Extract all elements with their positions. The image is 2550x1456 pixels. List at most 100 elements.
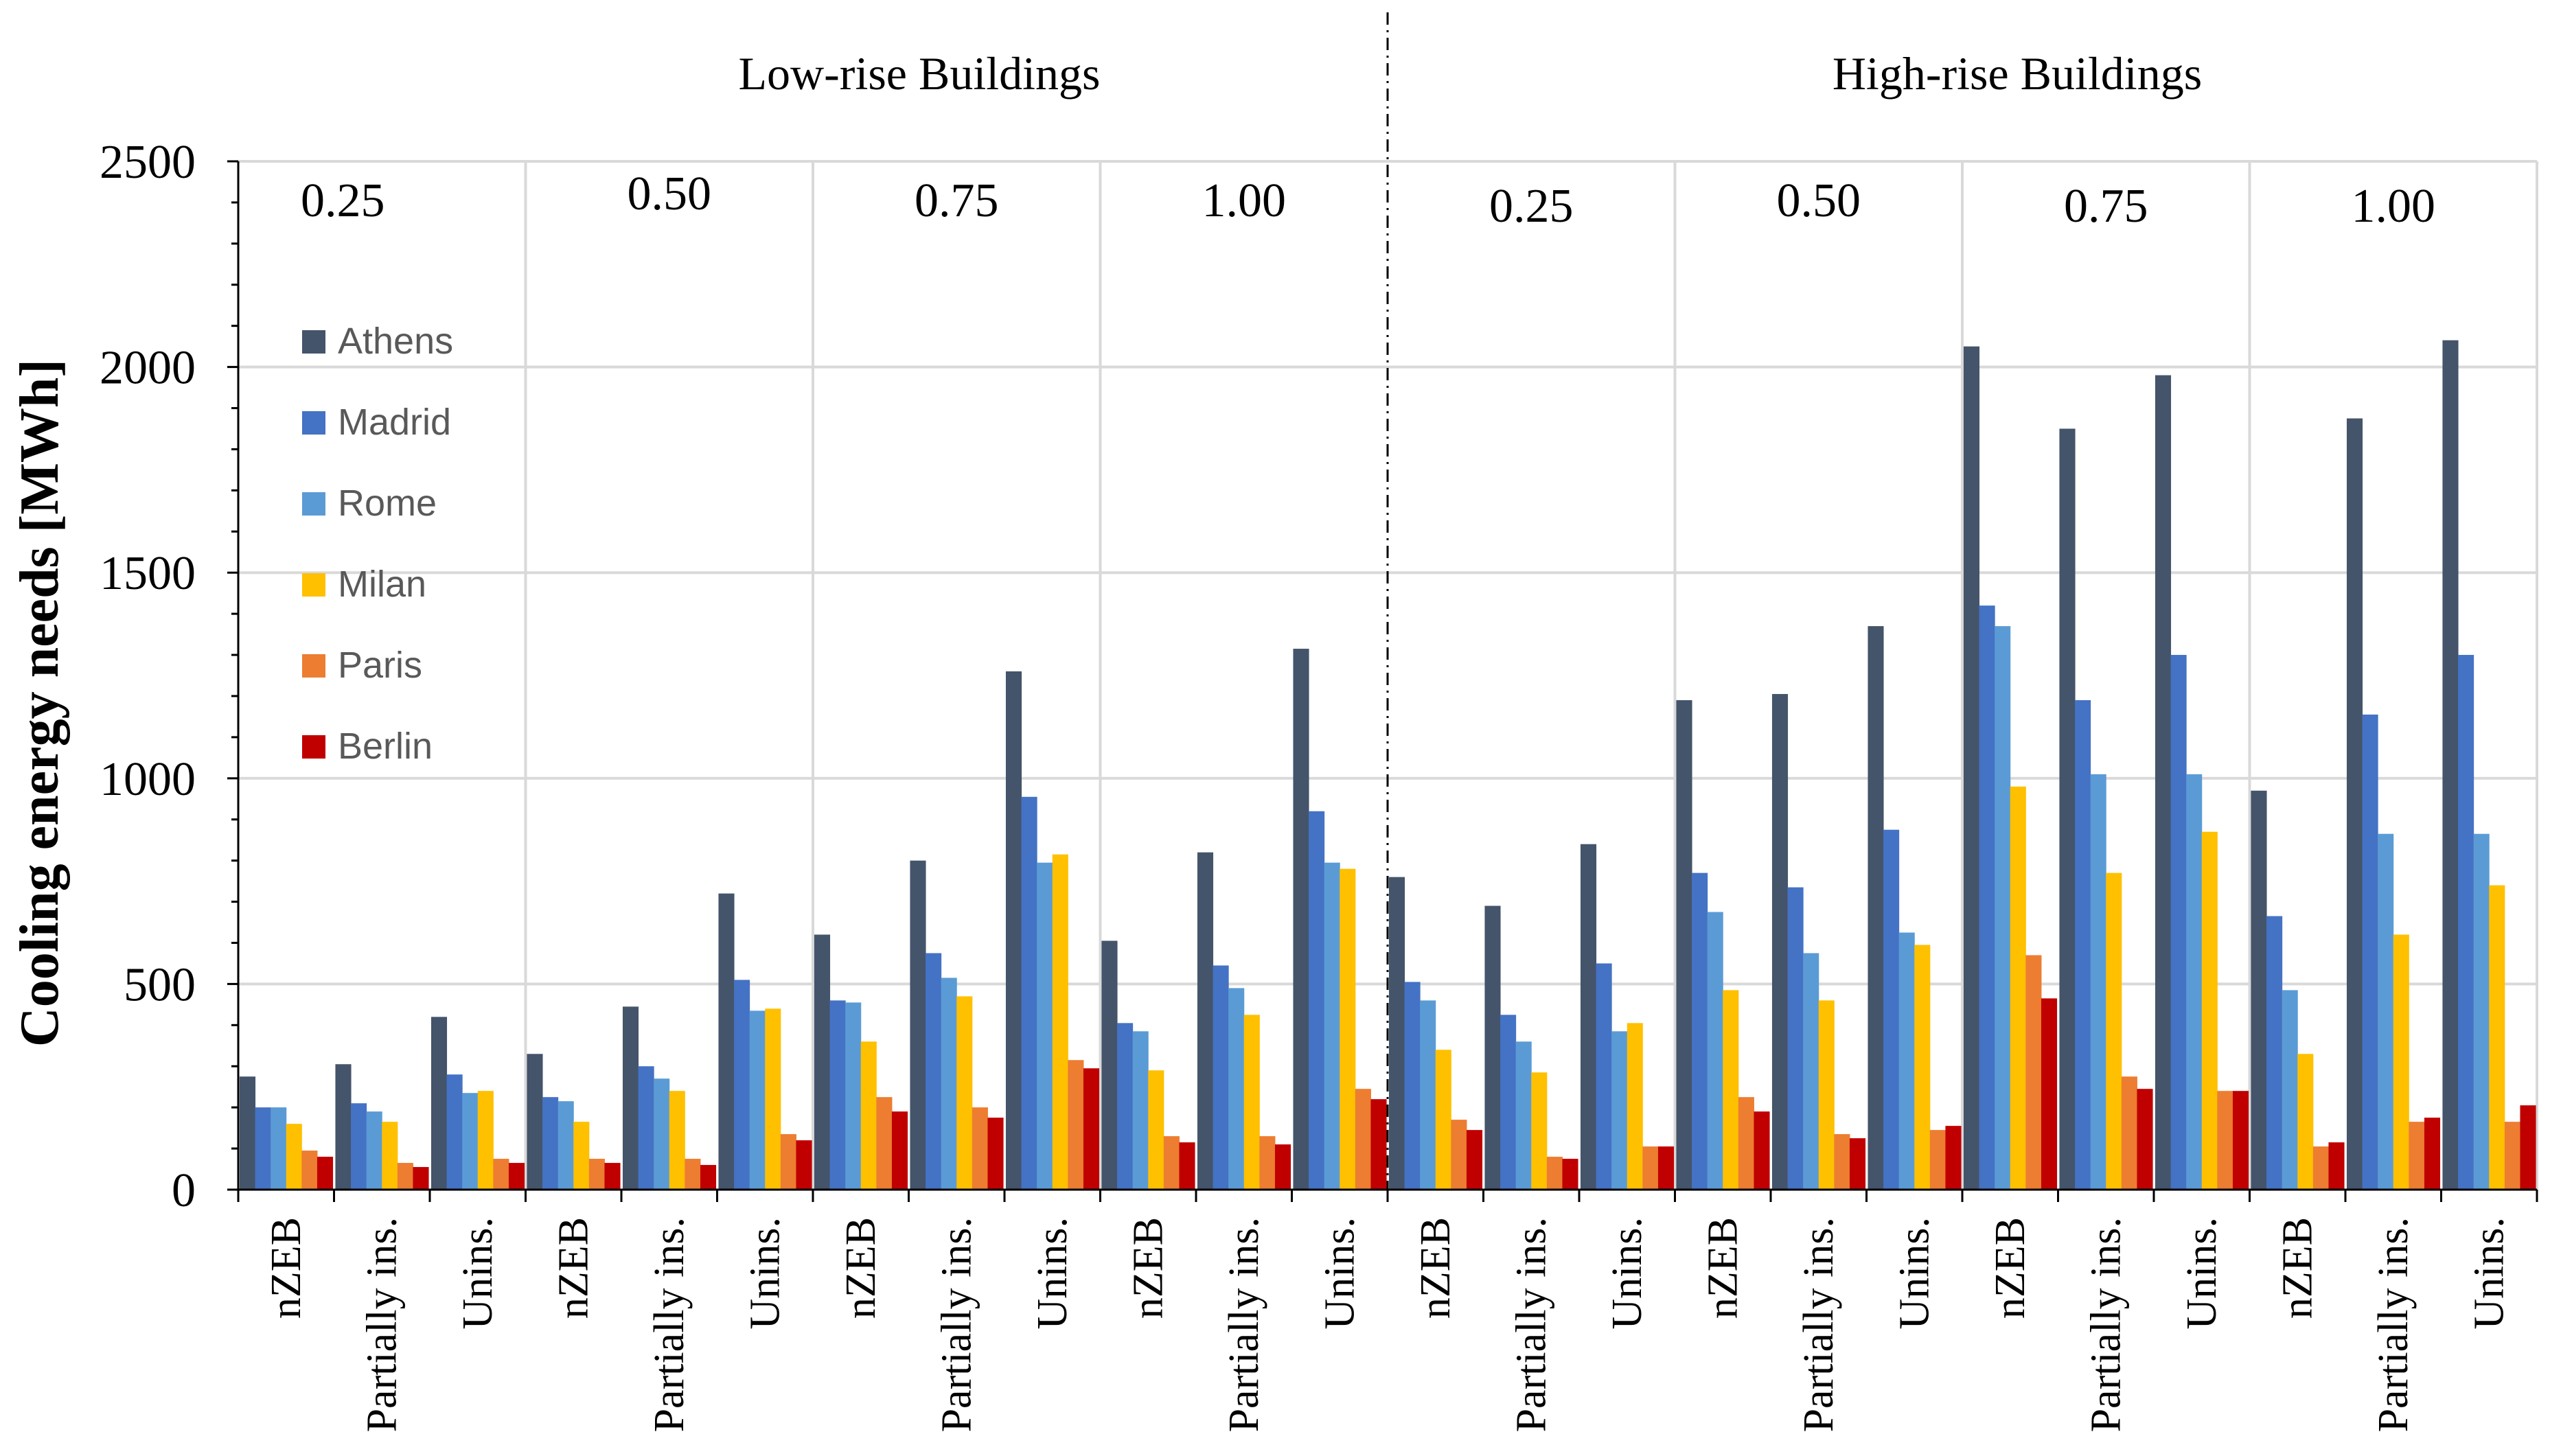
bar-athens-8	[1005, 671, 1022, 1190]
bar-paris-3	[588, 1159, 605, 1190]
category-label-12: nZEB	[1412, 1217, 1459, 1319]
bar-milan-1	[382, 1122, 398, 1190]
bar-madrid-13	[1500, 1015, 1517, 1190]
category-label-14: Unins.	[1604, 1217, 1651, 1330]
legend-item-athens: Athens	[302, 321, 453, 362]
category-label-22: Partially ins.	[2370, 1217, 2417, 1432]
bar-paris-19	[2121, 1076, 2137, 1190]
bar-berlin-14	[1657, 1146, 1675, 1190]
bar-rome-7	[941, 978, 957, 1190]
bar-athens-1	[335, 1064, 352, 1190]
bar-athens-20	[2155, 375, 2172, 1190]
subgroup-label-4: 0.25	[1489, 180, 1574, 233]
bar-milan-9	[1148, 1070, 1164, 1190]
bar-rome-13	[1515, 1041, 1532, 1190]
bar-madrid-23	[2458, 655, 2474, 1190]
bar-rome-12	[1420, 1000, 1436, 1190]
legend-item-milan: Milan	[302, 564, 426, 605]
bar-athens-22	[2346, 418, 2363, 1190]
bar-paris-12	[1451, 1120, 1467, 1190]
bar-rome-0	[271, 1107, 287, 1190]
bar-madrid-5	[734, 980, 750, 1190]
category-label-21: nZEB	[2274, 1217, 2321, 1319]
bar-paris-11	[1355, 1089, 1371, 1190]
bar-berlin-16	[1849, 1138, 1866, 1190]
bar-rome-20	[2186, 774, 2203, 1190]
bar-milan-14	[1627, 1023, 1643, 1190]
bar-madrid-19	[2075, 700, 2091, 1190]
bar-paris-17	[1929, 1130, 1946, 1190]
subgroup-label-6: 0.75	[2064, 180, 2148, 233]
bar-rome-23	[2473, 833, 2490, 1190]
bar-rome-15	[1707, 912, 1723, 1190]
bar-paris-18	[2025, 955, 2042, 1190]
bar-athens-12	[1388, 877, 1405, 1190]
bar-milan-20	[2201, 831, 2218, 1190]
bar-milan-19	[2106, 873, 2122, 1190]
bar-rome-16	[1803, 953, 1819, 1190]
category-label-1: Partially ins.	[358, 1217, 405, 1432]
bar-milan-0	[286, 1124, 302, 1190]
bar-paris-1	[397, 1163, 413, 1190]
bar-milan-13	[1531, 1072, 1548, 1190]
subgroup-label-0: 0.25	[301, 174, 385, 227]
bar-madrid-15	[1692, 873, 1708, 1190]
subgroup-label-1: 0.50	[628, 167, 712, 220]
bar-rome-14	[1611, 1031, 1628, 1190]
legend-label-rome: Rome	[338, 483, 437, 524]
bar-berlin-1	[413, 1167, 429, 1190]
bar-athens-11	[1293, 649, 1309, 1190]
bar-paris-2	[493, 1159, 509, 1190]
bar-madrid-3	[542, 1097, 559, 1190]
legend-label-athens: Athens	[338, 321, 453, 362]
bar-rome-22	[2378, 833, 2394, 1190]
bar-madrid-20	[2170, 655, 2187, 1190]
legend-swatch-athens	[302, 330, 325, 354]
bar-berlin-3	[604, 1163, 621, 1190]
legend-item-berlin: Berlin	[302, 726, 433, 767]
bar-rome-18	[1995, 626, 2011, 1190]
bars	[239, 340, 2536, 1190]
bar-berlin-23	[2520, 1105, 2536, 1190]
bar-madrid-7	[926, 953, 942, 1190]
bar-rome-8	[1037, 862, 1053, 1190]
bar-athens-18	[1963, 346, 1980, 1190]
bar-athens-19	[2059, 428, 2076, 1190]
category-label-6: nZEB	[838, 1217, 884, 1319]
bar-madrid-16	[1787, 887, 1804, 1190]
bar-rome-5	[749, 1010, 766, 1190]
category-label-10: Partially ins.	[1221, 1217, 1267, 1432]
bar-rome-4	[654, 1078, 670, 1190]
category-label-0: nZEB	[263, 1217, 310, 1319]
bar-milan-21	[2297, 1054, 2314, 1190]
bar-athens-3	[527, 1054, 543, 1190]
legend-swatch-berlin	[302, 735, 325, 759]
category-label-3: nZEB	[550, 1217, 597, 1319]
bar-rome-21	[2282, 990, 2298, 1190]
bar-madrid-18	[1979, 605, 1995, 1190]
category-label-7: Partially ins.	[933, 1217, 980, 1432]
bar-paris-4	[685, 1159, 701, 1190]
y-tick-label-500: 500	[124, 958, 196, 1011]
category-label-15: nZEB	[1699, 1217, 1746, 1319]
bar-rome-2	[462, 1093, 479, 1190]
bar-paris-23	[2504, 1122, 2520, 1190]
bar-paris-16	[1834, 1134, 1850, 1190]
bar-madrid-17	[1883, 829, 1900, 1190]
bar-madrid-21	[2266, 916, 2283, 1190]
bar-berlin-0	[317, 1157, 334, 1190]
bar-berlin-7	[987, 1118, 1004, 1190]
bar-madrid-2	[446, 1074, 463, 1190]
category-label-5: Unins.	[742, 1217, 788, 1330]
bar-milan-18	[2010, 786, 2026, 1190]
bar-madrid-14	[1596, 963, 1612, 1190]
bar-paris-5	[780, 1134, 796, 1190]
bar-paris-13	[1546, 1157, 1563, 1190]
bar-madrid-6	[829, 1000, 846, 1190]
bar-berlin-4	[700, 1165, 717, 1190]
bar-berlin-11	[1370, 1099, 1387, 1190]
bar-milan-12	[1435, 1050, 1451, 1190]
bar-milan-8	[1052, 854, 1068, 1190]
bar-berlin-17	[1945, 1126, 1962, 1190]
category-label-11: Unins.	[1316, 1217, 1363, 1330]
